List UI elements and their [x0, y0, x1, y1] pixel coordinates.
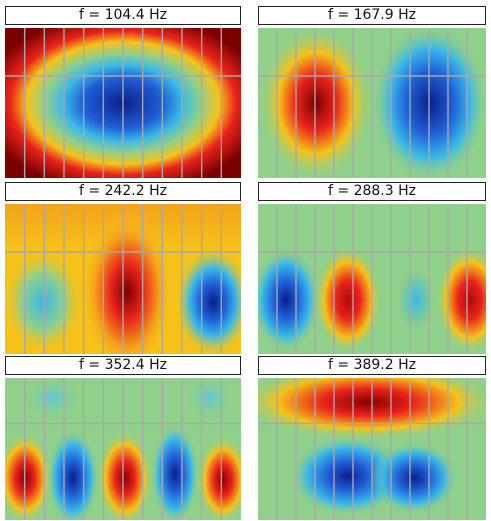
mode-title-2: f = 167.9 Hz	[258, 6, 486, 25]
mode-shape-map-3	[5, 204, 241, 354]
mode-shape-map-5	[5, 378, 241, 520]
grid-lines	[5, 28, 241, 178]
mode-shape-map-2	[258, 28, 486, 178]
mode-shape-map-6	[258, 378, 486, 520]
mode-title-6: f = 389.2 Hz	[258, 356, 486, 375]
grid-lines	[258, 28, 486, 178]
mode-panel-2: f = 167.9 Hz	[258, 6, 486, 178]
mode-shape-map-4	[258, 204, 486, 354]
mode-panel-4: f = 288.3 Hz	[258, 182, 486, 354]
grid-lines	[5, 204, 241, 354]
mode-panel-5: f = 352.4 Hz	[5, 356, 241, 520]
mode-title-5: f = 352.4 Hz	[5, 356, 241, 375]
mode-shape-map-1	[5, 28, 241, 178]
mode-title-4: f = 288.3 Hz	[258, 182, 486, 201]
mode-panel-3: f = 242.2 Hz	[5, 182, 241, 354]
mode-title-1: f = 104.4 Hz	[5, 6, 241, 25]
mode-title-3: f = 242.2 Hz	[5, 182, 241, 201]
grid-lines	[258, 378, 486, 520]
mode-panel-1: f = 104.4 Hz	[5, 6, 241, 178]
grid-lines	[258, 204, 486, 354]
grid-lines	[5, 378, 241, 520]
mode-panel-6: f = 389.2 Hz	[258, 356, 486, 520]
